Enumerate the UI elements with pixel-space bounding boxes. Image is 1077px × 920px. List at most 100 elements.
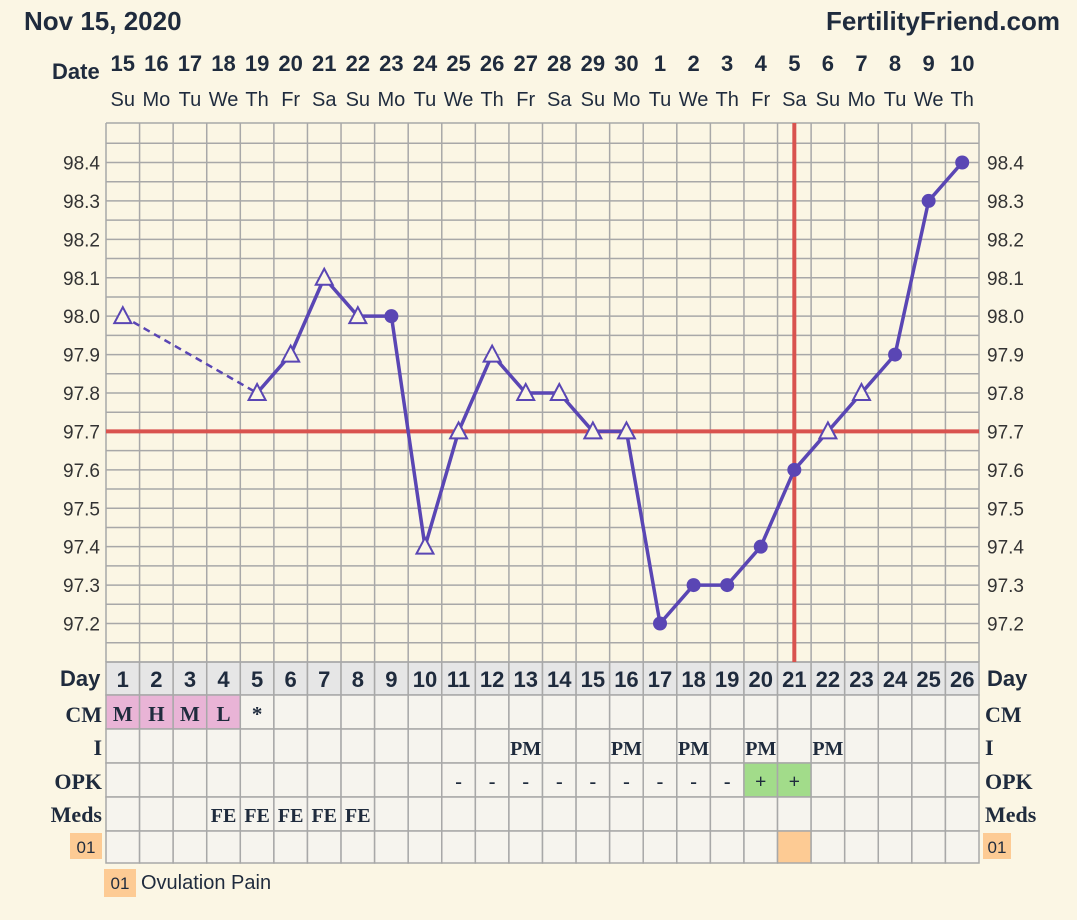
code-cell	[608, 830, 644, 864]
i-cell	[340, 728, 376, 764]
day-cell	[508, 661, 544, 696]
code-cell	[407, 830, 443, 864]
cm-cell	[843, 694, 880, 730]
date-label: 22	[346, 51, 370, 76]
opk-cell	[776, 762, 812, 798]
code-cell	[239, 830, 275, 864]
meds-cell	[474, 796, 510, 832]
weekday-label: Su	[111, 89, 135, 111]
code-badge-left	[70, 833, 102, 859]
y-tick-label-left: 97.2	[63, 615, 100, 636]
legend-code-badge	[104, 869, 136, 897]
meds-cell	[877, 796, 913, 832]
opk-cell	[474, 762, 510, 798]
meds-cell	[843, 796, 880, 832]
weekday-label: Su	[581, 89, 605, 111]
i-cell	[911, 728, 947, 764]
temp-point-triangle	[347, 305, 368, 325]
meds-cell	[340, 796, 376, 832]
opk-cell	[944, 762, 980, 798]
weekday-label: Fr	[281, 89, 300, 111]
code-cell	[676, 830, 712, 864]
i-cell	[642, 728, 678, 764]
temp-point-triangle	[246, 381, 268, 401]
y-tick-label-right: 97.4	[987, 538, 1024, 559]
cm-cell	[138, 694, 174, 730]
temp-line-dashed	[122, 315, 258, 395]
date-label: 7	[855, 51, 867, 76]
temp-point-triangle	[481, 343, 503, 363]
code-badge-right-text: 01	[988, 838, 1007, 857]
y-tick-label-left: 98.4	[63, 154, 100, 175]
cm-row-label-left: CM	[65, 702, 102, 727]
weekday-label: Su	[346, 89, 370, 111]
weekday-label: Th	[716, 89, 739, 111]
meds-cell	[776, 796, 812, 832]
meds-value: FE	[345, 805, 371, 827]
intercourse-value: PM	[611, 738, 642, 760]
intercourse-value: PM	[678, 738, 709, 760]
day-cell	[843, 661, 880, 696]
i-cell	[105, 728, 141, 764]
cycle-day-label: 9	[385, 667, 397, 692]
day-row-label-right: Day	[987, 666, 1028, 691]
weekday-label: Tu	[649, 89, 672, 111]
meds-row-label-left: Meds	[51, 802, 103, 827]
i-cell	[541, 728, 577, 764]
opk-cell	[407, 762, 443, 798]
opk-value: +	[789, 771, 800, 793]
code-cell	[373, 830, 409, 864]
data-points	[112, 155, 970, 631]
cm-cell	[776, 694, 812, 730]
opk-cell	[810, 762, 846, 798]
y-tick-label-left: 98.3	[63, 192, 100, 213]
weekday-label: Sa	[547, 89, 572, 111]
code-cell	[306, 830, 342, 864]
date-label: 18	[211, 51, 235, 76]
weekday-label: We	[444, 89, 474, 111]
cm-cell	[911, 694, 947, 730]
opk-cell	[709, 762, 745, 798]
i-cell	[944, 728, 980, 764]
day-cell	[541, 661, 577, 696]
opk-cell	[138, 762, 174, 798]
cycle-day-label: 10	[413, 667, 437, 692]
i-row-label-left: I	[93, 735, 102, 760]
i-cell	[407, 728, 443, 764]
temp-point-triangle	[280, 343, 301, 363]
temp-point-triangle	[817, 420, 839, 440]
opk-cell	[843, 762, 880, 798]
y-tick-label-left: 97.8	[63, 384, 100, 405]
cm-cell	[239, 694, 275, 730]
y-tick-label-right: 98.0	[987, 307, 1024, 328]
temp-point-dot	[720, 578, 735, 593]
intercourse-value: PM	[812, 738, 843, 760]
cycle-day-label: 4	[217, 667, 230, 692]
cm-cell	[105, 694, 141, 730]
i-cell	[810, 728, 846, 764]
cm-value: *	[252, 702, 263, 726]
date-label: 26	[480, 51, 504, 76]
opk-value: -	[590, 771, 597, 793]
weekday-label: Fr	[516, 89, 535, 111]
temp-point-dot	[955, 155, 970, 170]
meds-cell	[441, 796, 477, 832]
opk-cell	[105, 762, 141, 798]
cm-cell	[608, 694, 644, 730]
cm-row-label-right: CM	[985, 702, 1022, 727]
y-tick-label-right: 97.9	[987, 346, 1024, 367]
i-cell	[474, 728, 510, 764]
date-label: 17	[178, 51, 202, 76]
weekday-label: We	[679, 89, 709, 111]
code-cell	[474, 830, 510, 864]
weekday-label: Tu	[884, 89, 907, 111]
weekday-label: Sa	[312, 89, 337, 111]
opk-value: -	[556, 771, 563, 793]
grid	[105, 122, 980, 864]
cm-cell	[810, 694, 846, 730]
opk-row-label-left: OPK	[54, 769, 102, 794]
y-tick-label-left: 97.4	[63, 538, 100, 559]
meds-cell	[709, 796, 745, 832]
cycle-day-label: 24	[883, 667, 908, 692]
